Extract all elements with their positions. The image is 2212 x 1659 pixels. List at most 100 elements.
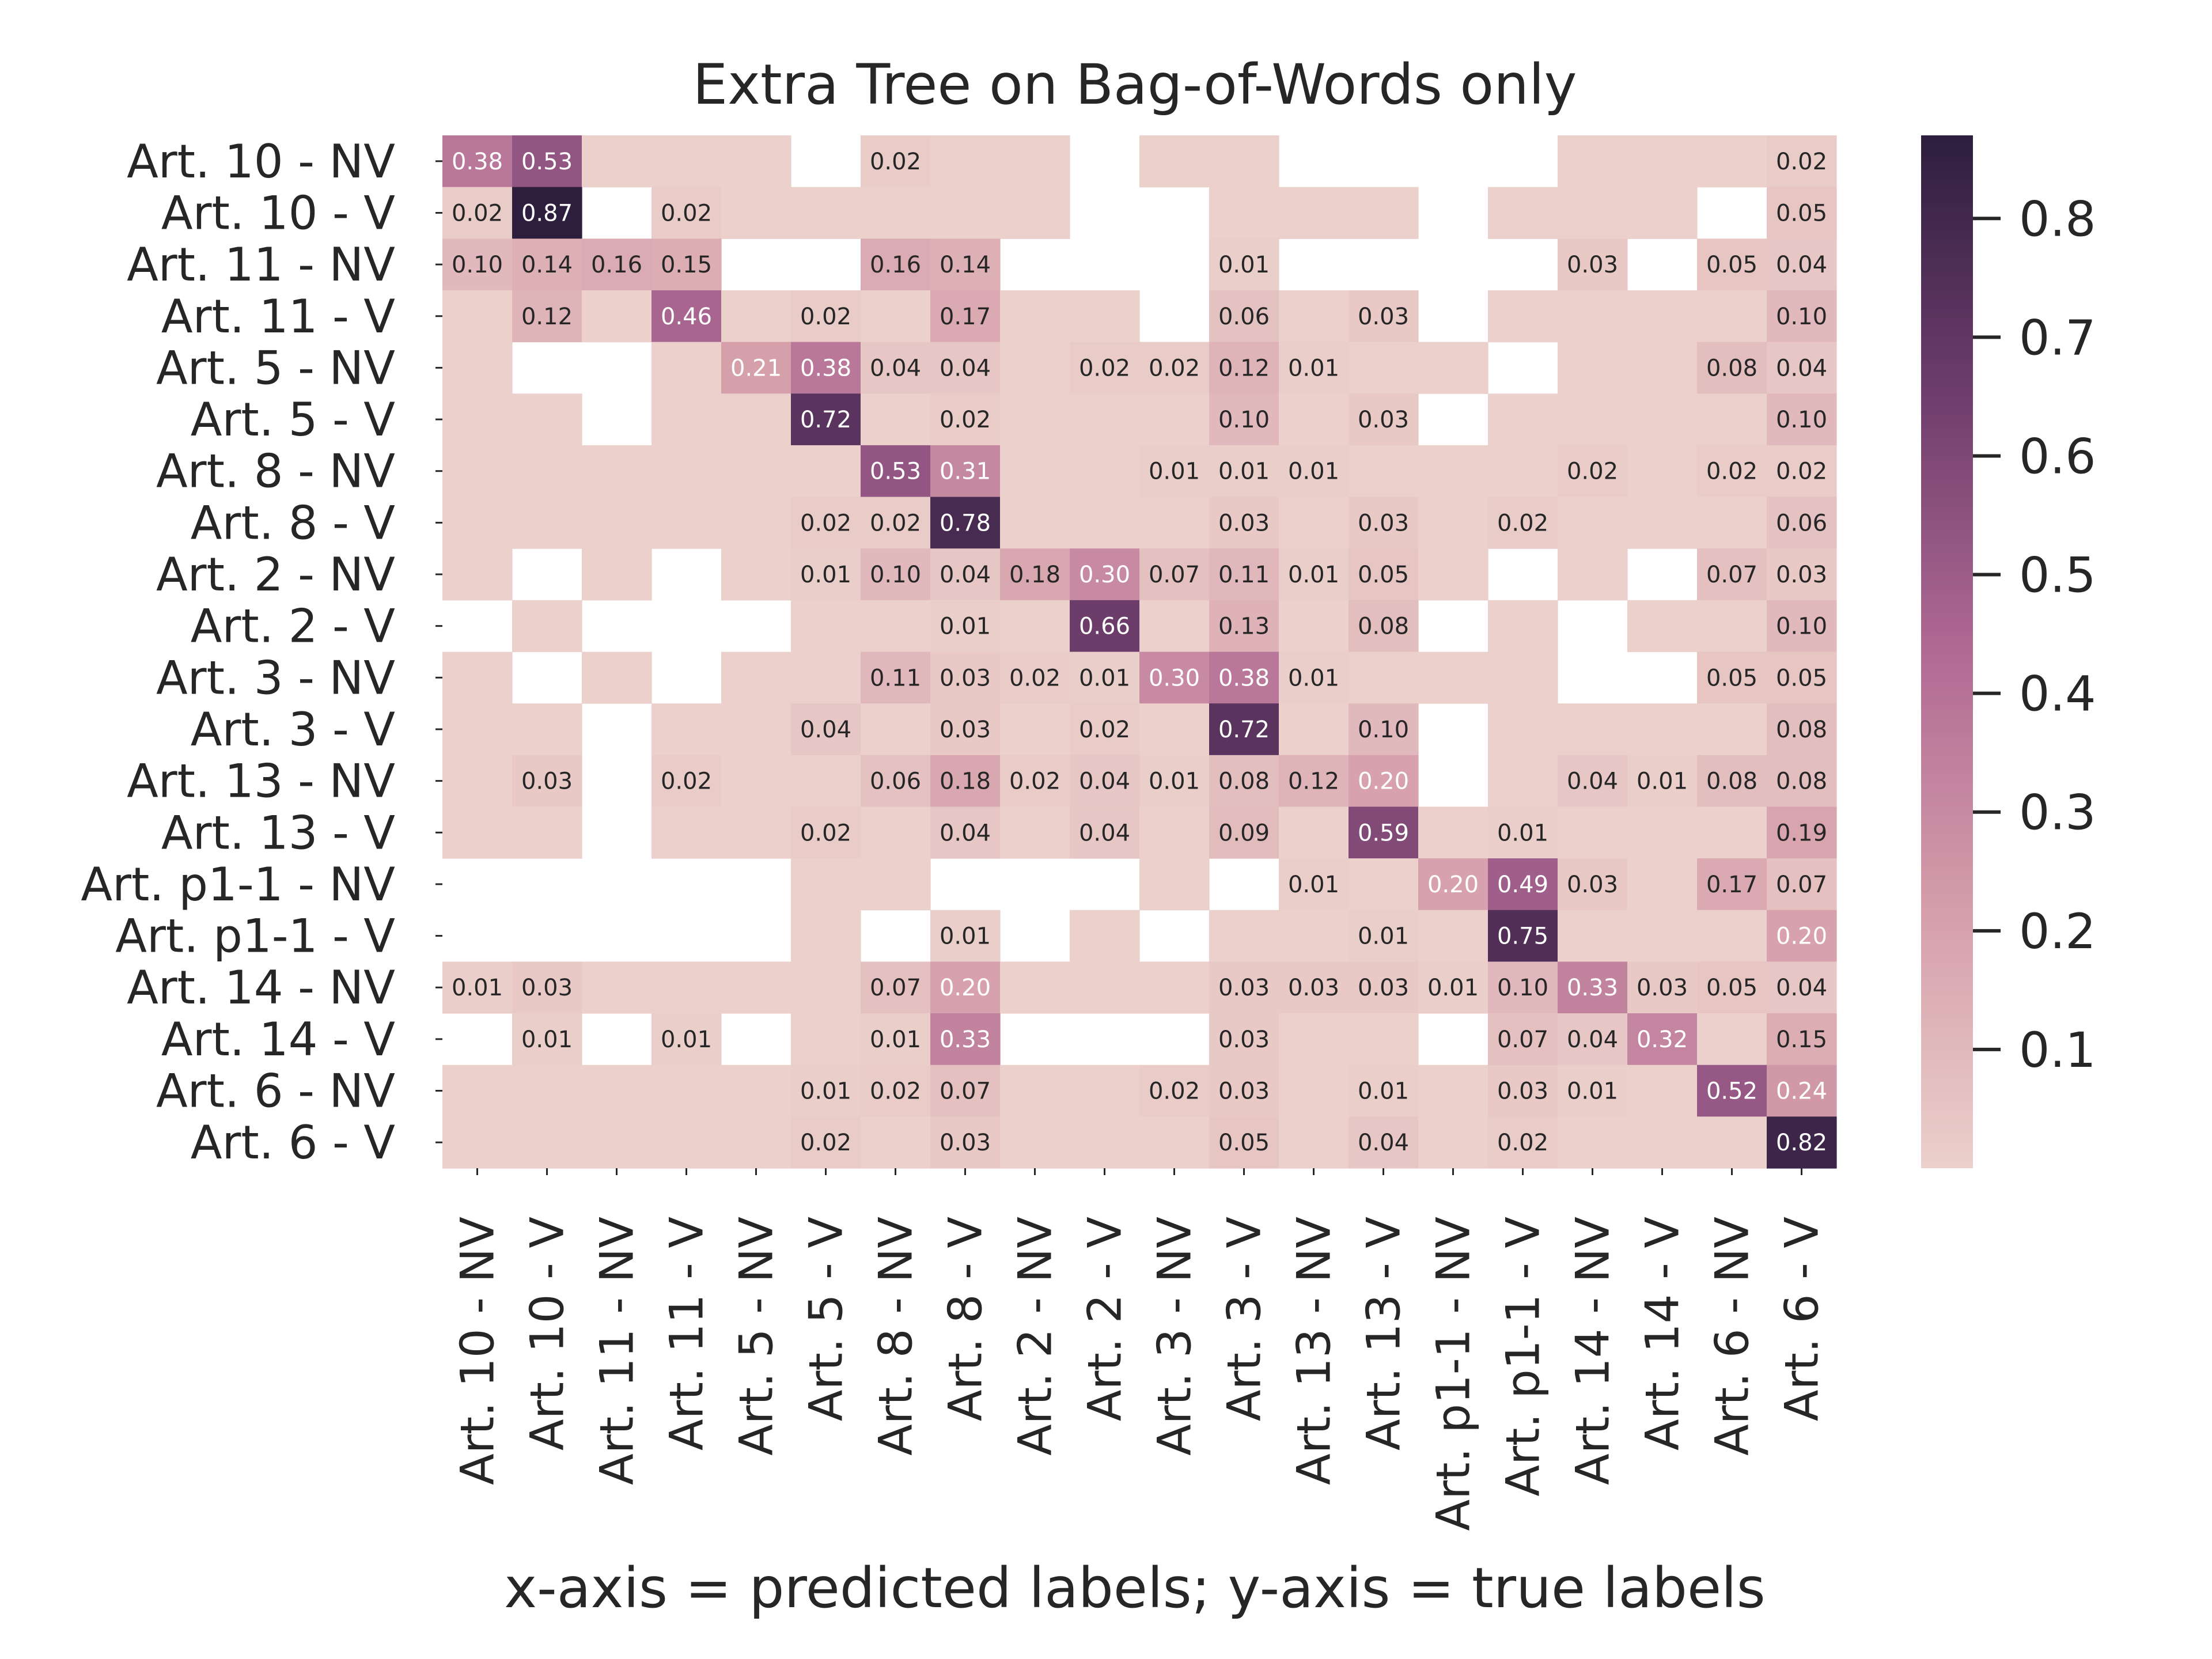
cell-value-label: 0.03	[1218, 1078, 1270, 1105]
cell-value-label: 0.06	[1776, 510, 1827, 536]
cell-value-label: 0.05	[1706, 665, 1758, 691]
x-axis-label: x-axis = predicted labels; y-axis = true…	[504, 1556, 1765, 1620]
cell-value-label: 0.53	[521, 149, 573, 175]
heatmap-cell	[930, 290, 1001, 343]
heatmap-cell	[1279, 187, 1349, 239]
heatmap-cell	[1349, 290, 1419, 343]
heatmap-cell	[861, 600, 931, 653]
colorbar-tick-label: 0.8	[2019, 191, 2096, 247]
cell-value-label: 0.16	[870, 252, 921, 278]
heatmap-cell	[1279, 290, 1349, 343]
heatmap-cell	[791, 548, 861, 601]
cell-value-label: 0.02	[1009, 665, 1060, 691]
heatmap-cell	[930, 238, 1001, 291]
heatmap-cell	[1627, 445, 1698, 498]
heatmap-cell	[1209, 1065, 1279, 1117]
cell-value-label: 0.14	[940, 252, 991, 278]
y-tick-label: Art. 3 - NV	[156, 651, 395, 704]
heatmap-cell	[1418, 548, 1488, 601]
cell-value-label: 0.04	[1776, 252, 1827, 278]
cell-value-label: 0.01	[940, 923, 991, 950]
y-tick-label: Art. p1-1 - NV	[81, 858, 395, 911]
x-tick-label: Art. p1-1 - V	[1497, 1217, 1550, 1497]
heatmap-cell	[1279, 600, 1349, 653]
heatmap-cell	[721, 961, 791, 1014]
heatmap-cell	[861, 652, 931, 704]
cell-value-label: 0.01	[1288, 459, 1339, 485]
cell-value-label: 0.20	[1776, 923, 1827, 950]
heatmap-cell	[1209, 910, 1279, 962]
heatmap-cell	[1209, 755, 1279, 808]
heatmap-cell	[930, 187, 1001, 239]
cell-value-label: 0.07	[1149, 562, 1200, 588]
heatmap-cell	[1418, 1065, 1488, 1117]
cell-value-label: 0.03	[940, 717, 991, 743]
heatmap-cell	[582, 961, 652, 1014]
cell-value-label: 0.07	[1706, 562, 1758, 588]
cell-value-label: 0.01	[1358, 923, 1409, 950]
heatmap-cell	[1627, 497, 1698, 549]
x-tick-label: Art. 5 - NV	[730, 1217, 783, 1456]
cell-value-label: 0.18	[940, 768, 991, 795]
heatmap-cell	[861, 806, 931, 859]
heatmap-cell	[1000, 652, 1070, 704]
heatmap-cell	[1767, 600, 1837, 653]
y-tick-label: Art. 14 - V	[161, 1013, 395, 1066]
heatmap-cell	[512, 1013, 582, 1066]
heatmap-cell	[1697, 238, 1767, 291]
heatmap-cell	[721, 652, 791, 704]
cell-value-label: 0.07	[870, 975, 921, 1001]
cell-value-label: 0.04	[1567, 768, 1618, 795]
colorbar-ticks: 0.1 0.2 0.3 0.4 0.5 0.6 0.7 0.8	[1973, 191, 2096, 1078]
colorbar: 0.1 0.2 0.3 0.4 0.5 0.6 0.7 0.8	[1921, 135, 2096, 1168]
cell-value-label: 0.10	[870, 562, 921, 588]
heatmap-cell	[512, 238, 582, 291]
heatmap-cell	[1349, 652, 1419, 704]
heatmap-cell	[721, 1065, 791, 1117]
heatmap-cell	[1070, 290, 1140, 343]
heatmap-cell	[582, 652, 652, 704]
heatmap-cell	[1349, 703, 1419, 756]
x-tick-label: Art. 10 - V	[521, 1217, 574, 1450]
cell-value-label: 0.02	[1149, 355, 1200, 381]
heatmap-cell	[1558, 548, 1628, 601]
cell-value-label: 0.04	[1776, 975, 1827, 1001]
heatmap-cell	[652, 393, 722, 446]
heatmap-cell	[1209, 1116, 1279, 1169]
x-tick-label: Art. 11 - NV	[590, 1217, 644, 1485]
y-tick-label: Art. 8 - NV	[156, 445, 395, 498]
cell-value-label: 0.07	[940, 1078, 991, 1105]
heatmap-cell	[1070, 806, 1140, 859]
cell-value-label: 0.01	[1218, 459, 1270, 485]
cell-value-label: 0.10	[1776, 304, 1827, 330]
heatmap-cell	[791, 858, 861, 911]
heatmap-cell	[1767, 961, 1837, 1014]
heatmap-cell	[791, 806, 861, 859]
heatmap-cell	[652, 290, 722, 343]
heatmap-cell	[1349, 600, 1419, 653]
heatmap-cell	[930, 600, 1001, 653]
heatmap-cell	[1349, 497, 1419, 549]
heatmap-cell	[861, 755, 931, 808]
heatmap-cell	[1697, 445, 1767, 498]
cell-value-label: 0.05	[1218, 1130, 1270, 1156]
heatmap-cell	[652, 1065, 722, 1117]
x-tick-label: Art. 14 - NV	[1566, 1217, 1620, 1485]
cell-value-label: 0.03	[940, 1130, 991, 1156]
colorbar-tick-label: 0.1	[2019, 1022, 2096, 1078]
cell-value-label: 0.17	[1706, 872, 1758, 898]
heatmap-cell	[1279, 961, 1349, 1014]
heatmap-cell	[512, 187, 582, 239]
y-tick-label: Art. 11 - NV	[127, 238, 395, 291]
heatmap-cell	[1627, 910, 1698, 962]
heatmap-cell	[1627, 1013, 1698, 1066]
heatmap-cell	[1000, 961, 1070, 1014]
heatmap-cell	[1488, 600, 1558, 653]
cell-value-label: 0.38	[800, 355, 851, 381]
heatmap-cell	[1139, 548, 1210, 601]
cell-value-label: 0.02	[870, 149, 921, 175]
heatmap-cell	[1279, 342, 1349, 394]
heatmap-cell	[1418, 1116, 1488, 1169]
heatmap-cell	[1627, 600, 1698, 653]
